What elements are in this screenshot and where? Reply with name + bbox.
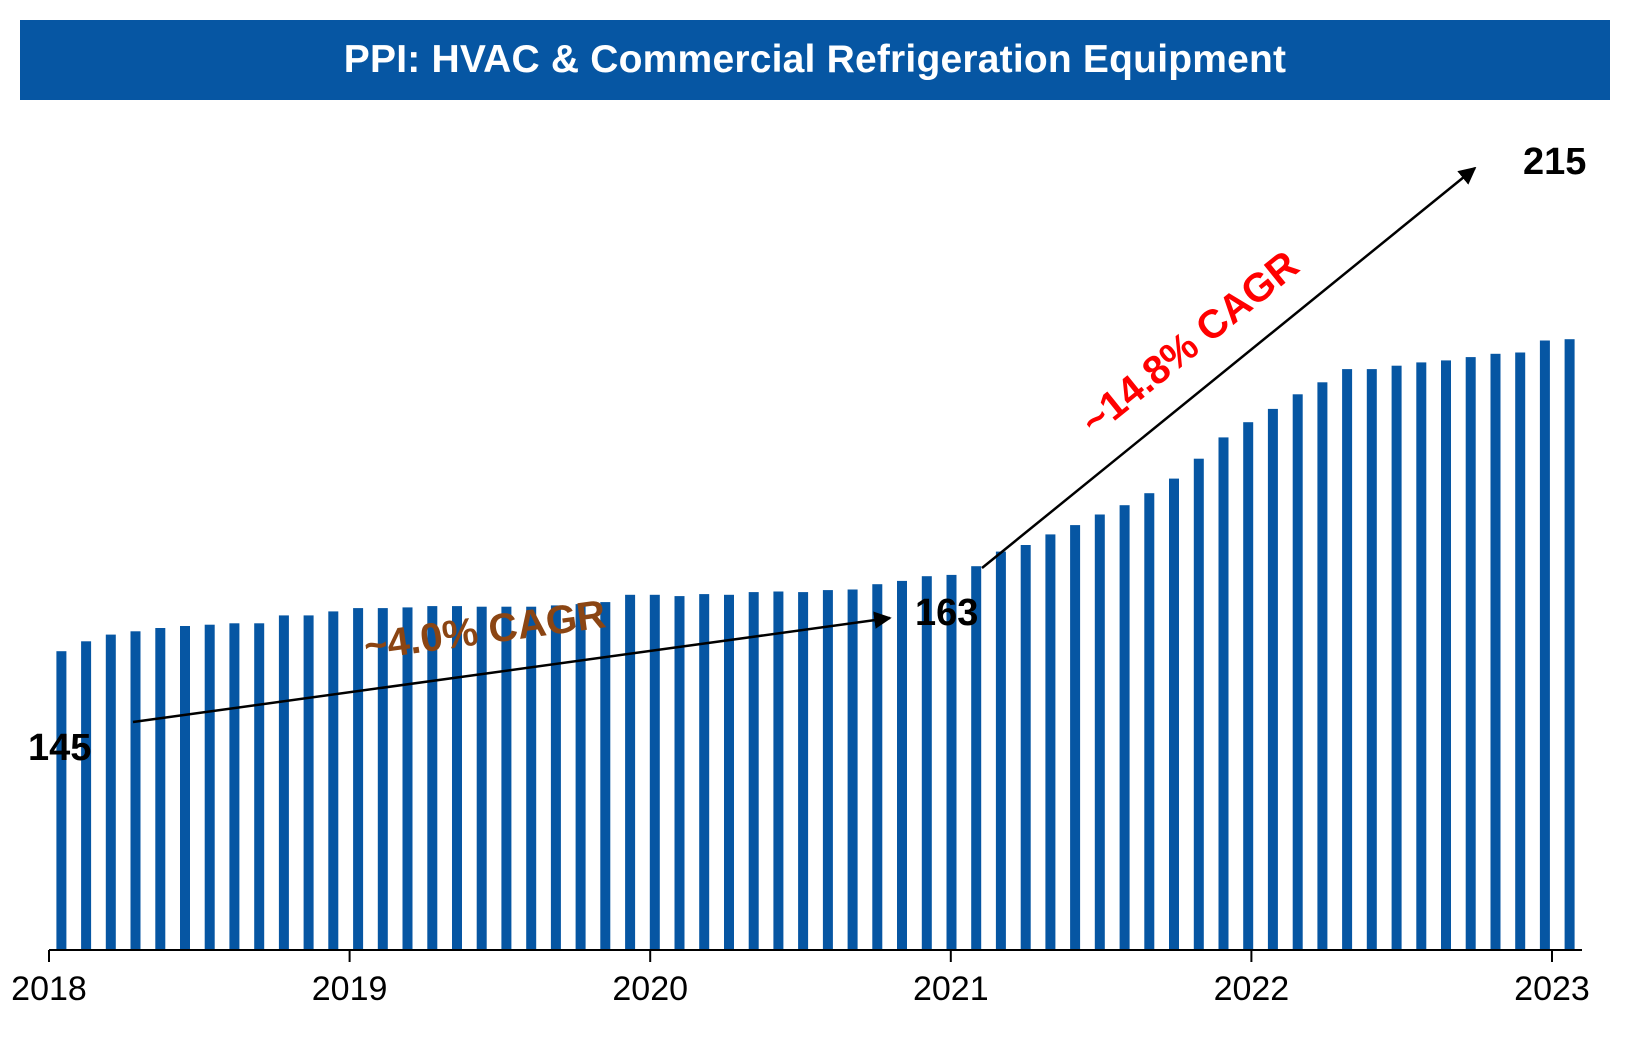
x-tick-label: 2018 — [11, 970, 87, 1008]
x-tick-label: 2023 — [1514, 970, 1590, 1008]
bar — [476, 606, 487, 950]
bar — [872, 584, 883, 950]
end-value-label: 215 — [1523, 141, 1586, 183]
bar — [452, 606, 462, 950]
bars-group — [56, 339, 1575, 951]
bar — [847, 589, 858, 950]
arrow-14pct-cagr — [981, 166, 1477, 569]
bar — [1267, 408, 1278, 950]
bar — [353, 608, 364, 950]
bar — [1465, 357, 1476, 951]
bar — [1243, 422, 1254, 950]
bar — [822, 590, 833, 950]
start-value-label: 145 — [28, 727, 91, 769]
bar — [600, 602, 611, 950]
bar — [1292, 394, 1303, 950]
bar — [155, 628, 166, 950]
bar — [1539, 340, 1550, 950]
bar — [1490, 353, 1501, 950]
bar — [649, 594, 660, 950]
bar — [1169, 478, 1179, 950]
x-axis-ticks: 2018 2019 2020 2021 2022 2023 — [11, 950, 1590, 1008]
bar — [81, 641, 92, 950]
bar — [798, 592, 809, 950]
bar — [550, 605, 561, 950]
bar — [303, 615, 314, 950]
bar — [254, 623, 265, 950]
bar — [1391, 365, 1402, 950]
bar — [1564, 339, 1575, 950]
bar — [699, 594, 710, 950]
chart-title: PPI: HVAC & Commercial Refrigeration Equ… — [20, 20, 1610, 100]
bar — [328, 611, 339, 950]
x-tick-label: 2020 — [612, 970, 688, 1008]
bar — [575, 604, 586, 950]
bar — [1193, 458, 1204, 950]
bar — [921, 576, 932, 950]
bar — [1045, 534, 1056, 950]
bar — [773, 591, 784, 950]
bar — [1342, 369, 1353, 951]
bar — [105, 634, 116, 950]
bar — [427, 606, 438, 950]
bar — [1515, 352, 1526, 950]
bar — [1119, 505, 1130, 950]
bar — [501, 606, 512, 950]
x-tick-label: 2021 — [913, 970, 989, 1008]
bar — [1070, 525, 1081, 950]
bar — [1144, 493, 1155, 950]
bar — [180, 626, 190, 950]
bar — [1218, 437, 1229, 950]
bar — [526, 606, 537, 950]
bar — [971, 566, 982, 950]
bar — [229, 623, 240, 950]
bar — [674, 596, 685, 950]
bar — [1020, 545, 1031, 950]
bar — [946, 574, 957, 950]
bar — [1416, 362, 1427, 950]
bar — [748, 592, 759, 950]
bar — [897, 580, 907, 950]
bar — [1317, 382, 1328, 950]
bar — [130, 631, 141, 950]
bar — [995, 551, 1006, 950]
bar — [625, 594, 636, 950]
bar — [204, 624, 215, 950]
bar — [278, 615, 289, 950]
bar — [377, 608, 388, 950]
arrow-4pct-cagr — [132, 611, 892, 724]
bar — [1366, 369, 1377, 951]
x-tick-label: 2022 — [1214, 970, 1290, 1008]
bar — [1094, 514, 1105, 950]
x-tick-label: 2019 — [312, 970, 388, 1008]
bar — [56, 651, 67, 950]
bar — [1441, 360, 1451, 950]
mid-value-label: 163 — [915, 592, 978, 634]
bar — [724, 594, 734, 950]
bar — [402, 607, 413, 950]
